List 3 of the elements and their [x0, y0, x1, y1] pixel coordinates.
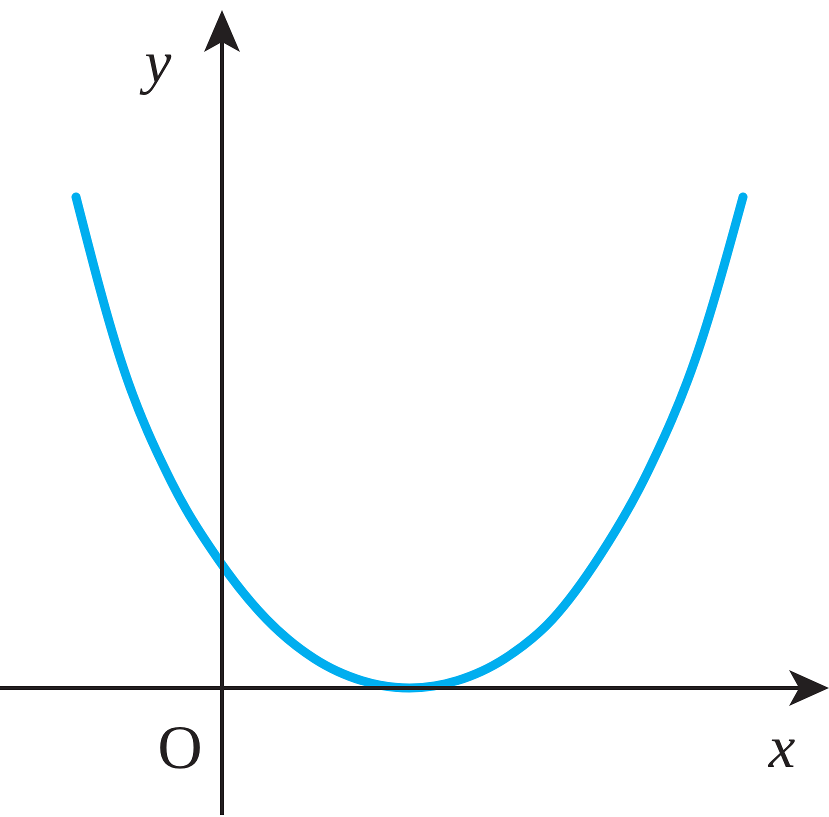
- x-axis-title: x: [768, 714, 796, 780]
- text: O: [158, 714, 202, 782]
- y-axis-title: y: [138, 29, 172, 95]
